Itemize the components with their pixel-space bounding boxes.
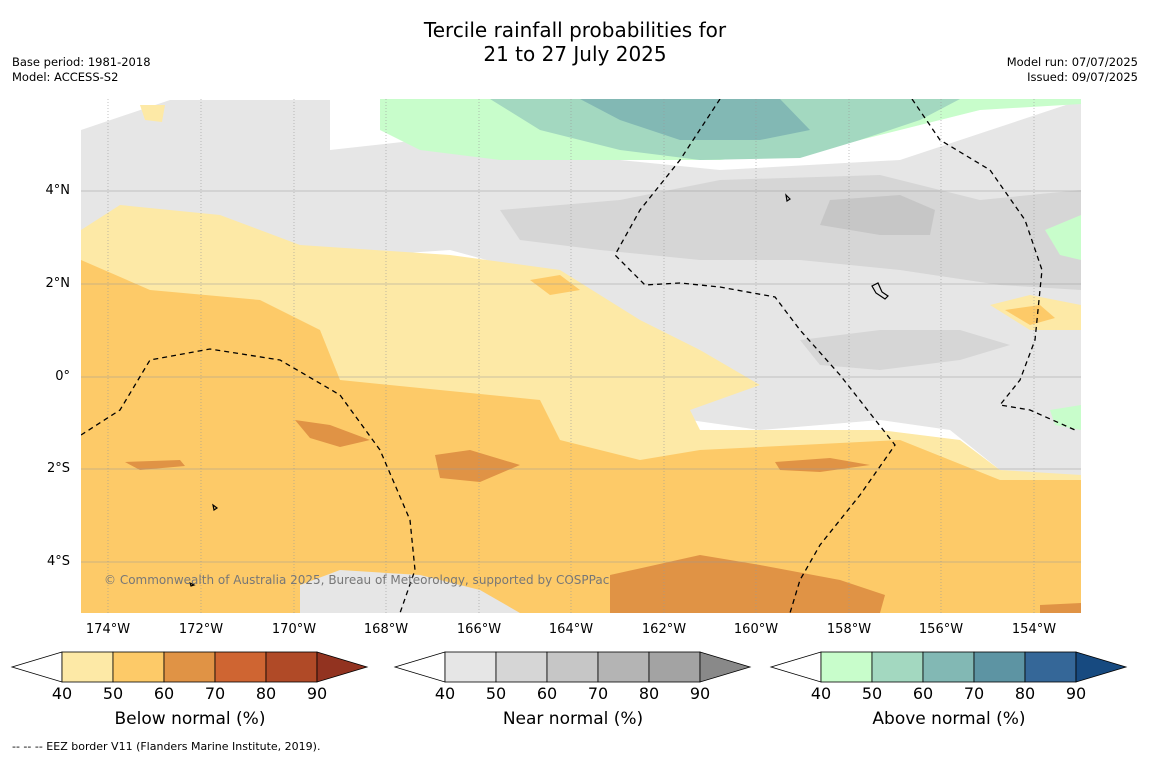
- island-outline: [212, 503, 219, 511]
- colorbar-tick: 90: [1065, 684, 1087, 703]
- colorbar-tick: 60: [912, 684, 934, 703]
- above-normal-small-region-2: [1050, 405, 1081, 430]
- colorbars: [10, 651, 1128, 683]
- meta-left: Base period: 1981-2018 Model: ACCESS-S2: [12, 55, 151, 85]
- map-title: Tercile rainfall probabilities for 21 to…: [0, 18, 1150, 66]
- colorbar-tick: 80: [638, 684, 660, 703]
- colorbar-segment: [112, 651, 165, 683]
- lat-label: 2°S: [46, 461, 70, 476]
- colorbar-extend-high: [316, 651, 369, 683]
- below-normal-50-region-3: [530, 275, 580, 295]
- lon-label: 164°W: [548, 622, 594, 637]
- lon-label: 160°W: [733, 622, 779, 637]
- colorbar-extend-high: [1075, 651, 1128, 683]
- colorbar-tick: 40: [51, 684, 73, 703]
- colorbar-segment: [1024, 651, 1077, 683]
- lon-label: 154°W: [1011, 622, 1057, 637]
- colorbar-label: Above normal (%): [872, 709, 1026, 729]
- colorbar-tick: 70: [587, 684, 609, 703]
- colorbar-segment: [820, 651, 873, 683]
- colorbar-tick: 90: [689, 684, 711, 703]
- colorbar-segment: [495, 651, 548, 683]
- colorbar-segment: [214, 651, 267, 683]
- below-normal-50-region: [81, 260, 1081, 613]
- above-normal-small-region: [1045, 215, 1081, 260]
- colorbar-tick: 50: [485, 684, 507, 703]
- below-normal-60-region: [610, 555, 885, 613]
- title-line-1: Tercile rainfall probabilities for: [423, 18, 727, 42]
- colorbar-segment: [922, 651, 975, 683]
- colorbar-segment: [61, 651, 114, 683]
- eez-borders: [81, 99, 1076, 613]
- colorbar-tick: 40: [810, 684, 832, 703]
- issued-date: Issued: 09/07/2025: [1027, 70, 1138, 84]
- eez-legend-note: -- -- -- EEZ border V11 (Flanders Marine…: [12, 740, 321, 753]
- below-normal-60-region-3: [295, 420, 370, 447]
- below-normal-60-region-5: [775, 458, 870, 472]
- colorbar-tick: 40: [434, 684, 456, 703]
- colorbar-extend-low: [10, 651, 63, 683]
- island-outline: [871, 282, 889, 300]
- near-normal-50-region-2: [800, 330, 1010, 370]
- lon-label: 170°W: [271, 622, 317, 637]
- lon-label: 158°W: [826, 622, 872, 637]
- eez-border-line: [81, 348, 416, 613]
- near-normal-40-region-south: [300, 570, 520, 613]
- below-normal-60-region-6: [1040, 603, 1081, 613]
- colorbar-tick: 80: [255, 684, 277, 703]
- below-normal-60-region-2: [435, 450, 520, 482]
- colorbar-tick: 70: [963, 684, 985, 703]
- island-outline: [188, 581, 196, 587]
- above-normal-60-region: [580, 99, 810, 140]
- lon-label: 162°W: [641, 622, 687, 637]
- islands: [188, 193, 889, 587]
- colorbar-tick: 60: [536, 684, 558, 703]
- colorbar-segment: [973, 651, 1026, 683]
- colorbar-extend-low: [769, 651, 822, 683]
- copyright-notice: © Commonwealth of Australia 2025, Bureau…: [104, 573, 610, 587]
- colorbar-tick: 50: [861, 684, 883, 703]
- colorbar-tick: 70: [204, 684, 226, 703]
- model-run: Model run: 07/07/2025: [1006, 55, 1138, 69]
- colorbar-label: Below normal (%): [114, 709, 266, 729]
- colorbar-label: Near normal (%): [502, 709, 644, 729]
- below-normal-40-region-3: [140, 105, 165, 122]
- colorbar-tick: 90: [306, 684, 328, 703]
- model-name: Model: ACCESS-S2: [12, 70, 119, 84]
- lon-label: 168°W: [363, 622, 409, 637]
- probability-field: [81, 99, 1081, 613]
- colorbar-segment: [597, 651, 650, 683]
- colorbar-segment: [871, 651, 924, 683]
- colorbar-extend-high: [699, 651, 752, 683]
- colorbar-segment: [163, 651, 216, 683]
- lon-label: 156°W: [918, 622, 964, 637]
- colorbar-segment: [265, 651, 318, 683]
- below-normal-50-region-2: [1005, 305, 1055, 325]
- colorbar-tick: 50: [102, 684, 124, 703]
- lat-label: 2°N: [45, 276, 71, 291]
- lon-label: 166°W: [456, 622, 502, 637]
- colorbar-tick: 60: [153, 684, 175, 703]
- lat-label: 4°S: [46, 554, 70, 569]
- colorbar-tick: 80: [1014, 684, 1036, 703]
- colorbar-segment: [648, 651, 701, 683]
- below-normal-60-region-4: [125, 460, 185, 470]
- eez-border-line: [911, 99, 1076, 431]
- meta-right: Model run: 07/07/2025 Issued: 09/07/2025: [1007, 55, 1138, 85]
- colorbar-segment: [444, 651, 497, 683]
- lon-label: 172°W: [178, 622, 224, 637]
- base-period: Base period: 1981-2018: [12, 55, 151, 69]
- island-outline: [785, 193, 791, 203]
- lon-label: 174°W: [85, 622, 131, 637]
- colorbar-extend-low: [393, 651, 446, 683]
- title-line-2: 21 to 27 July 2025: [483, 42, 667, 66]
- grid-lines: [81, 99, 1081, 613]
- colorbar-segment: [546, 651, 599, 683]
- eez-border-line: [614, 99, 896, 613]
- lat-label: 0°: [55, 369, 70, 384]
- lat-label: 4°N: [45, 183, 71, 198]
